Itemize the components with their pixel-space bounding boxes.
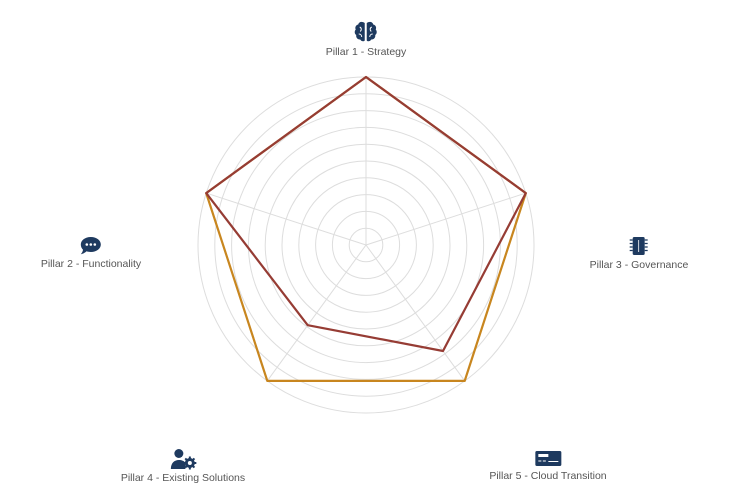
series-2-line [205,75,527,353]
brain-icon [354,21,378,42]
user-gear-icon [171,449,197,470]
server-card-icon [535,451,561,466]
axis-label-text: Pillar 2 - Functionality [40,258,142,270]
chip-icon [629,237,648,255]
radar-grid [197,76,535,414]
chat-bubble-icon [81,237,101,255]
axis-label-text: Pillar 3 - Governance [589,259,689,271]
axis-label-text: Pillar 1 - Strategy [325,46,407,58]
axis-spoke [266,244,367,382]
axis-label-pillar-1: Pillar 1 - Strategy [325,20,407,58]
axis-spoke [365,192,526,246]
axis-spoke [206,192,367,246]
radar-series [205,75,527,382]
axis-label-pillar-3: Pillar 3 - Governance [589,235,689,271]
axis-label-pillar-5: Pillar 5 - Cloud Transition [489,450,607,482]
axis-spoke [365,244,466,382]
axis-label-text: Pillar 5 - Cloud Transition [489,470,607,482]
axis-label-text: Pillar 4 - Existing Solutions [120,472,246,484]
axis-label-pillar-2: Pillar 2 - Functionality [41,236,141,270]
axis-label-pillar-4: Pillar 4 - Existing Solutions [121,448,245,484]
